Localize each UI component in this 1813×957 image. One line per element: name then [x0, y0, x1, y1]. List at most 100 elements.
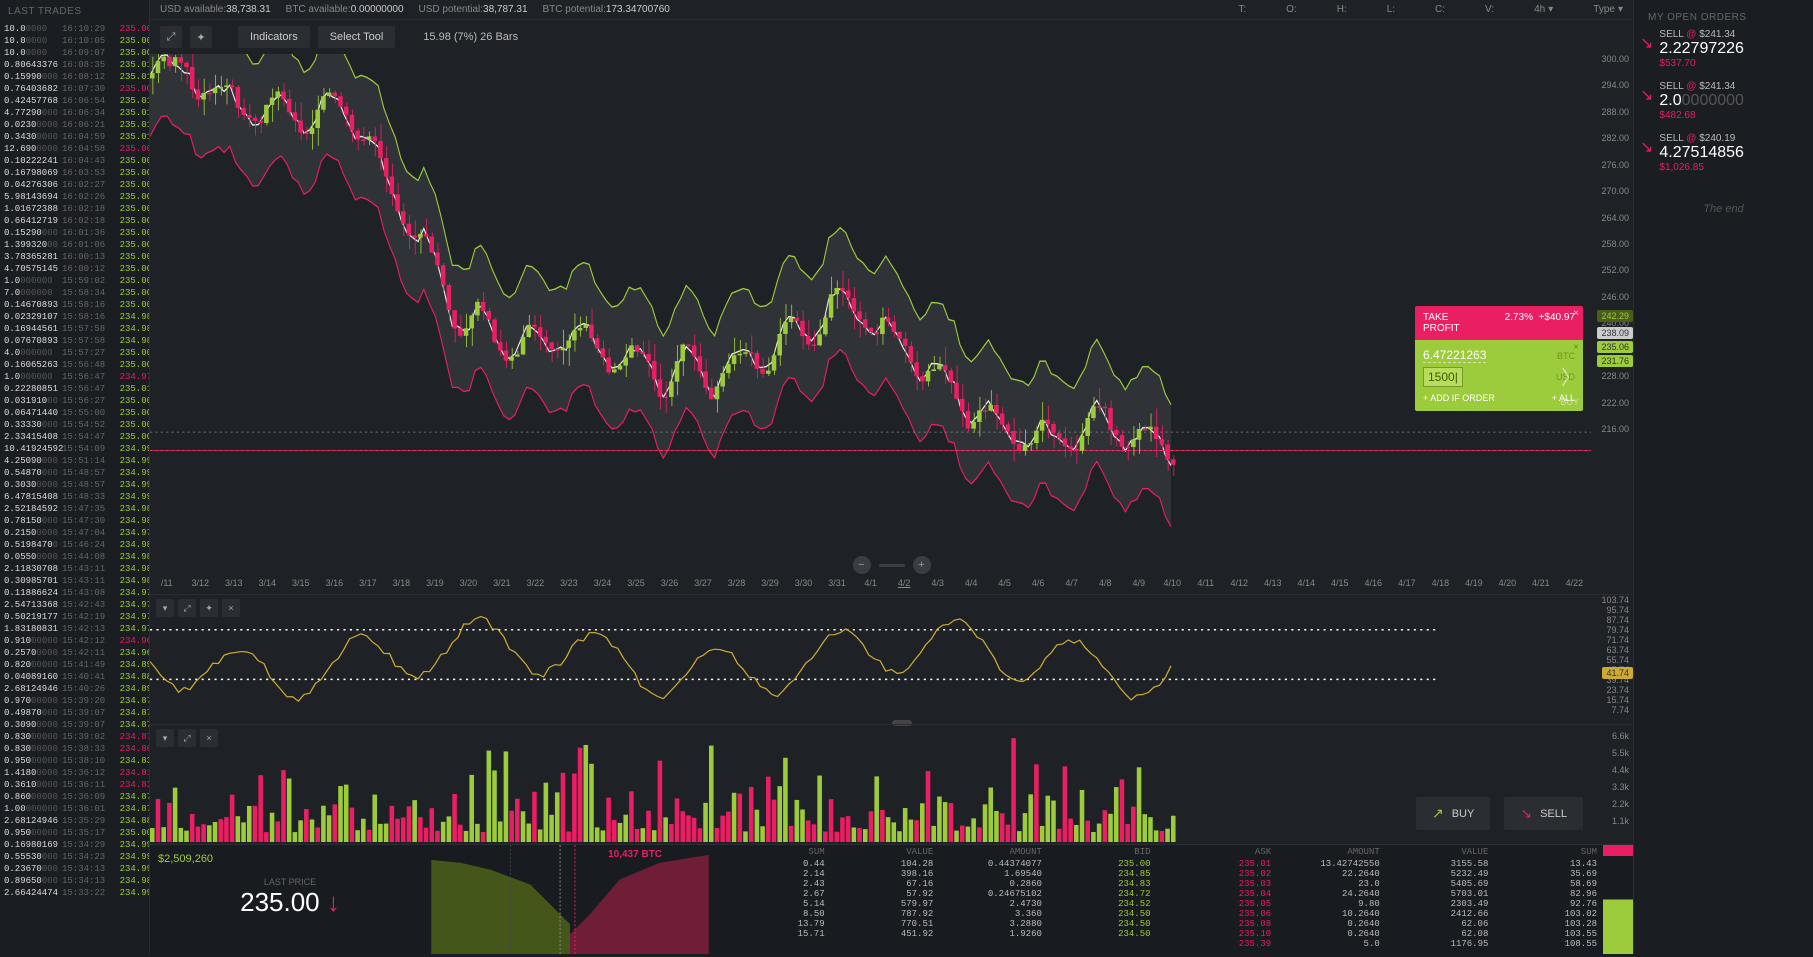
sell-button[interactable]: ↘SELL: [1504, 797, 1583, 830]
ask-row[interactable]: 235.100.264062.08103.55: [1157, 929, 1604, 939]
trade-row[interactable]: 0.1698016915:34:29234.99: [0, 839, 149, 851]
settings-icon[interactable]: ✦: [190, 26, 212, 48]
trade-row[interactable]: 0.9100000015:42:12234.96: [0, 635, 149, 647]
indicators-button[interactable]: Indicators: [238, 26, 310, 48]
ask-row[interactable]: 235.0424.26405703.0182.96: [1157, 889, 1604, 899]
trade-row[interactable]: 10.0000016:10:29235.00: [0, 23, 149, 35]
trade-row[interactable]: 0.1606526315:56:48235.00: [0, 359, 149, 371]
trade-row[interactable]: 0.4987000015:39:07234.87: [0, 707, 149, 719]
trade-row[interactable]: 2.6812494615:35:29234.88: [0, 815, 149, 827]
trade-row[interactable]: 0.3610000015:36:11234.83: [0, 779, 149, 791]
trade-row[interactable]: 0.2228085115:56:47235.01: [0, 383, 149, 395]
trade-row[interactable]: 0.3333000015:54:52235.00: [0, 419, 149, 431]
ask-row[interactable]: 235.0610.26402412.66103.02: [1157, 909, 1604, 919]
ask-row[interactable]: 235.080.264062.06103.28: [1157, 919, 1604, 929]
add-if-order-button[interactable]: + ADD IF ORDER: [1423, 393, 1495, 403]
trade-row[interactable]: 0.5553000015:34:23234.99: [0, 851, 149, 863]
trade-row[interactable]: 0.6641271916:02:18235.00: [0, 215, 149, 227]
bid-row[interactable]: 8.50787.923.360234.50: [710, 909, 1157, 919]
trade-row[interactable]: 0.8965000015:34:13234.98: [0, 875, 149, 887]
trade-row[interactable]: 4.000000015:57:27235.00: [0, 347, 149, 359]
trade-row[interactable]: 2.3341540815:54:47235.00: [0, 431, 149, 443]
trade-row[interactable]: 0.7815000015:47:30234.98: [0, 515, 149, 527]
trade-row[interactable]: 0.0550000015:44:08234.98: [0, 551, 149, 563]
trade-row[interactable]: 0.9500000015:35:17235.00: [0, 827, 149, 839]
trade-row[interactable]: 0.1694456115:57:58234.98: [0, 323, 149, 335]
trade-row[interactable]: 0.2367000015:34:13234.99: [0, 863, 149, 875]
trade-row[interactable]: 0.0232910715:58:16234.98: [0, 311, 149, 323]
zoom-slider[interactable]: [879, 564, 905, 567]
interval-dropdown[interactable]: 4h ▾: [1534, 4, 1553, 15]
order-card[interactable]: ↘ SELL @ $240.19 4.27514856 $1,026.85: [1640, 133, 1807, 173]
trade-row[interactable]: 2.5471336815:42:43234.97: [0, 599, 149, 611]
trade-row[interactable]: 2.5218459215:47:35234.98: [0, 503, 149, 515]
ask-row[interactable]: 235.0222.26405232.4935.69: [1157, 869, 1604, 879]
trade-row[interactable]: 2.6812494615:40:26234.89: [0, 683, 149, 695]
trade-row[interactable]: 0.0427630616:02:27235.00: [0, 179, 149, 191]
indicator-expand-icon[interactable]: ⤢: [178, 599, 196, 617]
bid-row[interactable]: 2.4367.160.2860234.83: [710, 879, 1157, 889]
trade-row[interactable]: 10.0000016:09:07235.00: [0, 47, 149, 59]
trade-row[interactable]: 0.3090000015:39:07234.87: [0, 719, 149, 731]
ask-row[interactable]: 235.395.01176.95108.55: [1157, 939, 1604, 949]
trade-row[interactable]: 0.8600000015:36:09234.87: [0, 791, 149, 803]
trade-row[interactable]: 10.0000016:10:05235.00: [0, 35, 149, 47]
trade-row[interactable]: 0.5487000015:48:57234.99: [0, 467, 149, 479]
trade-row[interactable]: 1.0000000015:36:01234.87: [0, 803, 149, 815]
trade-row[interactable]: 0.8200000015:41:49234.89: [0, 659, 149, 671]
trade-row[interactable]: 0.3430000016:04:59235.01: [0, 131, 149, 143]
trade-row[interactable]: 12.690000016:04:58235.00: [0, 143, 149, 155]
trade-row[interactable]: 1.3993200016:01:06235.00: [0, 239, 149, 251]
bid-row[interactable]: 2.6757.920.24675102234.72: [710, 889, 1157, 899]
trade-row[interactable]: 0.0230000016:06:21235.01: [0, 119, 149, 131]
volume-chart[interactable]: ▾ ⤢ × 6.6k5.5k4.4k3.3k2.2k1.1k ↗BUY ↘SEL…: [150, 724, 1633, 844]
trade-row[interactable]: 7.000000015:58:34235.00: [0, 287, 149, 299]
trade-row[interactable]: 0.2570000015:42:11234.96: [0, 647, 149, 659]
close-icon[interactable]: ×: [1573, 308, 1579, 319]
volume-expand-icon[interactable]: ⤢: [178, 729, 196, 747]
expand-icon[interactable]: ⤢: [160, 26, 182, 48]
trade-row[interactable]: 0.0647144015:55:00235.00: [0, 407, 149, 419]
trade-row[interactable]: 0.5021917715:42:19234.97: [0, 611, 149, 623]
trade-row[interactable]: 1.4180000015:36:12234.81: [0, 767, 149, 779]
trade-row[interactable]: 2.6642447415:33:22234.99: [0, 887, 149, 899]
trade-row[interactable]: 4.2509000015:51:14234.99: [0, 455, 149, 467]
trade-row[interactable]: 0.0767089315:57:58234.98: [0, 335, 149, 347]
indicator-settings-icon[interactable]: ✦: [200, 599, 218, 617]
indicator-close-icon[interactable]: ×: [222, 599, 240, 617]
submit-arrow-icon[interactable]: 〉: [1561, 361, 1581, 390]
close-icon[interactable]: ×: [1573, 342, 1579, 353]
trade-row[interactable]: 0.1529000016:01:36235.00: [0, 227, 149, 239]
trade-row[interactable]: 0.0319100015:56:27235.00: [0, 395, 149, 407]
trade-row[interactable]: 2.1183070815:43:11234.98: [0, 563, 149, 575]
volume-close-icon[interactable]: ×: [200, 729, 218, 747]
order-card[interactable]: ↘ SELL @ $241.34 2.22797226 $537.70: [1640, 29, 1807, 69]
volume-collapse-icon[interactable]: ▾: [156, 729, 174, 747]
select-tool-button[interactable]: Select Tool: [318, 26, 396, 48]
type-dropdown[interactable]: Type ▾: [1593, 4, 1623, 15]
trade-row[interactable]: 0.3030000015:48:57234.99: [0, 479, 149, 491]
trade-row[interactable]: 0.1467089315:58:16235.00: [0, 299, 149, 311]
depth-chart[interactable]: 10,437 BTC: [430, 845, 710, 954]
trade-row[interactable]: 3.7836528116:00:13235.00: [0, 251, 149, 263]
bid-row[interactable]: 2.14398.161.69540234.85: [710, 869, 1157, 879]
trade-row[interactable]: 0.8064337616:08:35235.01: [0, 59, 149, 71]
bid-row[interactable]: 5.14579.972.4730234.52: [710, 899, 1157, 909]
trade-row[interactable]: 0.9700000015:39:20234.87: [0, 695, 149, 707]
buy-button[interactable]: ↗BUY: [1416, 797, 1490, 830]
ask-row[interactable]: 235.0323.05405.6958.69: [1157, 879, 1604, 889]
trade-row[interactable]: 6.4781540815:48:33234.99: [0, 491, 149, 503]
trade-row[interactable]: 0.1599000016:08:12235.01: [0, 71, 149, 83]
trade-row[interactable]: 0.7640368216:07:30235.00: [0, 83, 149, 95]
order-card[interactable]: ↘ SELL @ $241.34 2.00000000 $482.68: [1640, 81, 1807, 121]
trade-row[interactable]: 1.000000015:56:47234.97: [0, 371, 149, 383]
price-chart[interactable]: 300.00294.00288.00282.00276.00270.00264.…: [150, 54, 1633, 594]
trade-row[interactable]: 4.7729000016:06:34235.01: [0, 107, 149, 119]
trade-row[interactable]: 0.1679806916:03:53235.00: [0, 167, 149, 179]
trade-row[interactable]: 1.000000015:59:02235.00: [0, 275, 149, 287]
ask-row[interactable]: 235.0113.427425503155.5813.43: [1157, 859, 1604, 869]
trade-row[interactable]: 0.2150000015:47:04234.97: [0, 527, 149, 539]
ask-row[interactable]: 235.059.802303.4992.76: [1157, 899, 1604, 909]
trade-row[interactable]: 0.4245776816:06:54235.01: [0, 95, 149, 107]
btc-amount-input[interactable]: 6.47221263: [1423, 348, 1486, 363]
